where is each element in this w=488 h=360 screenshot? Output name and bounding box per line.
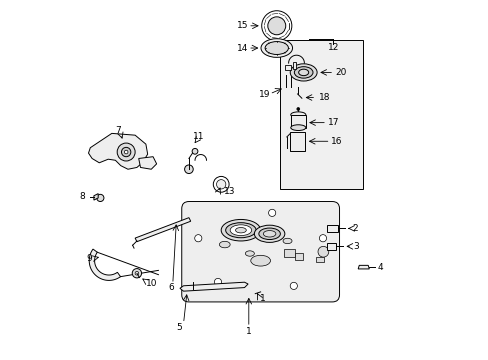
Circle shape bbox=[317, 246, 328, 257]
Text: 13: 13 bbox=[224, 187, 235, 196]
Polygon shape bbox=[357, 265, 368, 269]
Text: 12: 12 bbox=[327, 43, 339, 52]
Polygon shape bbox=[94, 194, 98, 200]
Ellipse shape bbox=[290, 112, 305, 118]
Text: 5: 5 bbox=[176, 323, 182, 332]
Text: 6: 6 bbox=[168, 283, 174, 292]
Bar bbox=[290, 115, 305, 128]
Circle shape bbox=[194, 235, 202, 242]
Circle shape bbox=[213, 176, 228, 192]
Bar bbox=[294, 253, 302, 260]
Polygon shape bbox=[89, 249, 120, 280]
Ellipse shape bbox=[261, 39, 292, 57]
FancyBboxPatch shape bbox=[182, 202, 339, 302]
Text: 14: 14 bbox=[237, 44, 248, 53]
Text: 20: 20 bbox=[334, 68, 346, 77]
Text: 9: 9 bbox=[86, 255, 92, 264]
Polygon shape bbox=[180, 282, 247, 291]
Ellipse shape bbox=[294, 67, 312, 78]
Bar bbox=[326, 225, 337, 232]
Circle shape bbox=[290, 282, 297, 289]
Circle shape bbox=[117, 143, 135, 161]
Text: 1: 1 bbox=[245, 327, 251, 336]
Ellipse shape bbox=[235, 228, 246, 233]
Text: 2: 2 bbox=[352, 224, 358, 233]
Circle shape bbox=[121, 147, 131, 157]
Circle shape bbox=[124, 150, 128, 154]
Circle shape bbox=[192, 148, 198, 154]
Circle shape bbox=[268, 209, 275, 216]
Text: 15: 15 bbox=[237, 21, 248, 30]
Ellipse shape bbox=[264, 41, 288, 54]
Circle shape bbox=[97, 194, 104, 202]
Circle shape bbox=[261, 11, 291, 41]
Text: 10: 10 bbox=[145, 279, 157, 288]
Ellipse shape bbox=[283, 238, 291, 244]
Text: 16: 16 bbox=[330, 137, 342, 146]
Ellipse shape bbox=[230, 225, 251, 235]
Bar bbox=[285, 65, 290, 69]
Circle shape bbox=[319, 235, 326, 242]
Ellipse shape bbox=[258, 228, 280, 239]
Ellipse shape bbox=[219, 241, 230, 248]
Text: 18: 18 bbox=[318, 93, 329, 102]
Text: 7: 7 bbox=[115, 126, 121, 135]
Polygon shape bbox=[135, 218, 190, 242]
Text: 4: 4 bbox=[376, 263, 382, 272]
Bar bbox=[284, 249, 295, 257]
Bar bbox=[280, 40, 362, 189]
Ellipse shape bbox=[250, 255, 270, 266]
Text: 8: 8 bbox=[79, 192, 85, 201]
Circle shape bbox=[132, 269, 142, 278]
Ellipse shape bbox=[245, 251, 254, 256]
Circle shape bbox=[184, 165, 193, 174]
Text: 17: 17 bbox=[327, 118, 339, 127]
Circle shape bbox=[296, 108, 299, 111]
Circle shape bbox=[267, 17, 285, 35]
Circle shape bbox=[135, 271, 139, 275]
Ellipse shape bbox=[298, 69, 308, 76]
Polygon shape bbox=[139, 157, 156, 169]
Text: 1: 1 bbox=[260, 294, 265, 303]
Ellipse shape bbox=[221, 220, 260, 241]
Bar bbox=[290, 132, 305, 151]
Circle shape bbox=[216, 180, 225, 189]
Bar bbox=[292, 62, 296, 69]
Ellipse shape bbox=[290, 125, 305, 131]
Ellipse shape bbox=[263, 230, 275, 237]
Text: 11: 11 bbox=[192, 132, 204, 141]
Text: 3: 3 bbox=[352, 242, 358, 251]
Circle shape bbox=[214, 278, 221, 285]
Ellipse shape bbox=[290, 64, 317, 81]
Bar bbox=[326, 243, 335, 250]
Text: 19: 19 bbox=[258, 90, 269, 99]
Polygon shape bbox=[88, 134, 147, 169]
Bar bbox=[316, 257, 324, 262]
Ellipse shape bbox=[225, 223, 256, 238]
Ellipse shape bbox=[254, 225, 285, 242]
